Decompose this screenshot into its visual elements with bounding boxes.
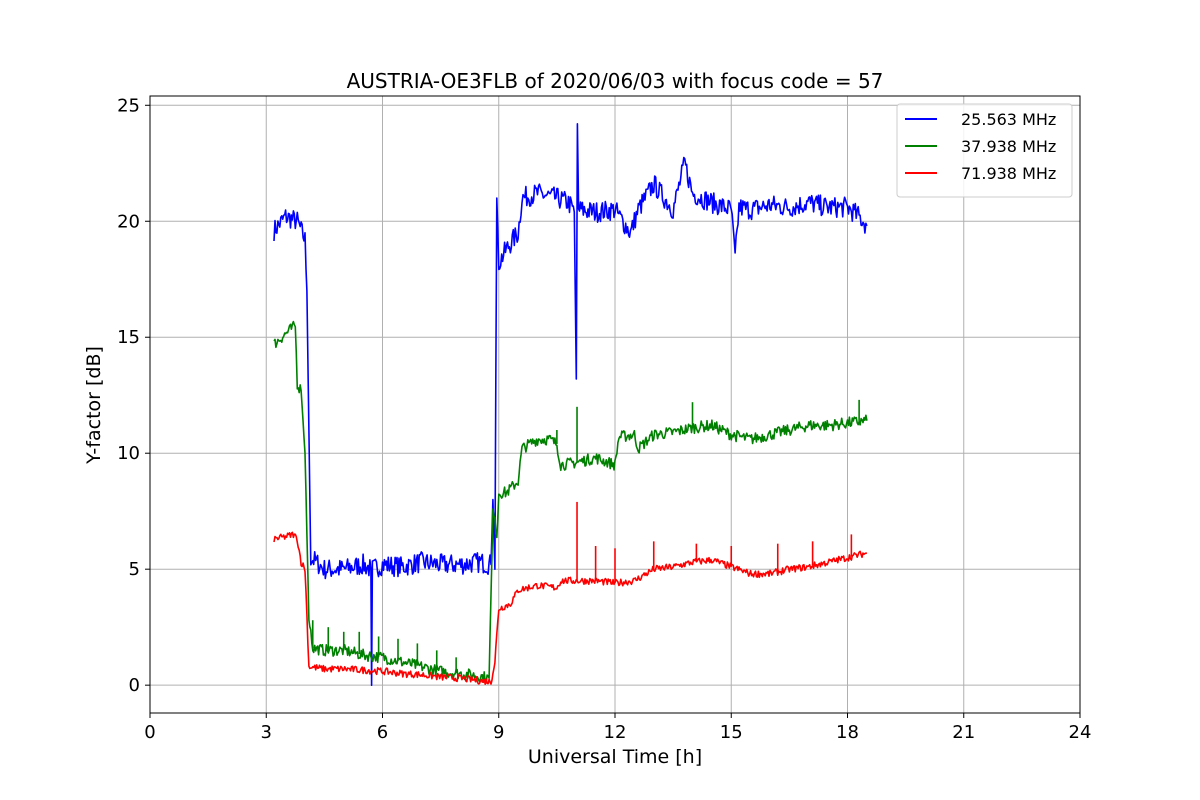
x-axis-label: Universal Time [h] (528, 746, 702, 768)
series-line-3 (273, 531, 868, 685)
y-tick-label: 20 (117, 211, 140, 232)
y-tick-label: 15 (117, 327, 140, 348)
axis-ticks: 0 3 6 9 12 15 18 21 24 0 5 10 15 20 25 (117, 95, 1091, 743)
y-tick-label: 0 (129, 675, 140, 696)
x-tick-label: 3 (261, 722, 272, 743)
x-tick-label: 12 (604, 722, 627, 743)
x-tick-label: 9 (493, 722, 504, 743)
legend: 25.563 MHz 37.938 MHz 71.938 MHz (896, 103, 1073, 198)
series-line-2 (273, 320, 868, 684)
legend-label: 25.563 MHz (961, 110, 1056, 129)
legend-box (896, 103, 1073, 198)
x-tick-label: 0 (144, 722, 155, 743)
series-line-1 (273, 123, 868, 686)
y-tick-label: 10 (117, 443, 140, 464)
chart-title: AUSTRIA-OE3FLB of 2020/06/03 with focus … (347, 69, 884, 93)
y-tick-label: 25 (117, 95, 140, 116)
x-tick-label: 15 (720, 722, 743, 743)
x-tick-label: 6 (377, 722, 388, 743)
legend-label: 71.938 MHz (961, 164, 1056, 183)
x-tick-label: 24 (1069, 722, 1092, 743)
y-axis-label: Y-factor [dB] (83, 346, 105, 465)
x-tick-label: 21 (952, 722, 975, 743)
legend-label: 37.938 MHz (961, 137, 1056, 156)
x-tick-label: 18 (836, 722, 859, 743)
series-layer (273, 123, 868, 686)
y-tick-label: 5 (129, 559, 140, 580)
